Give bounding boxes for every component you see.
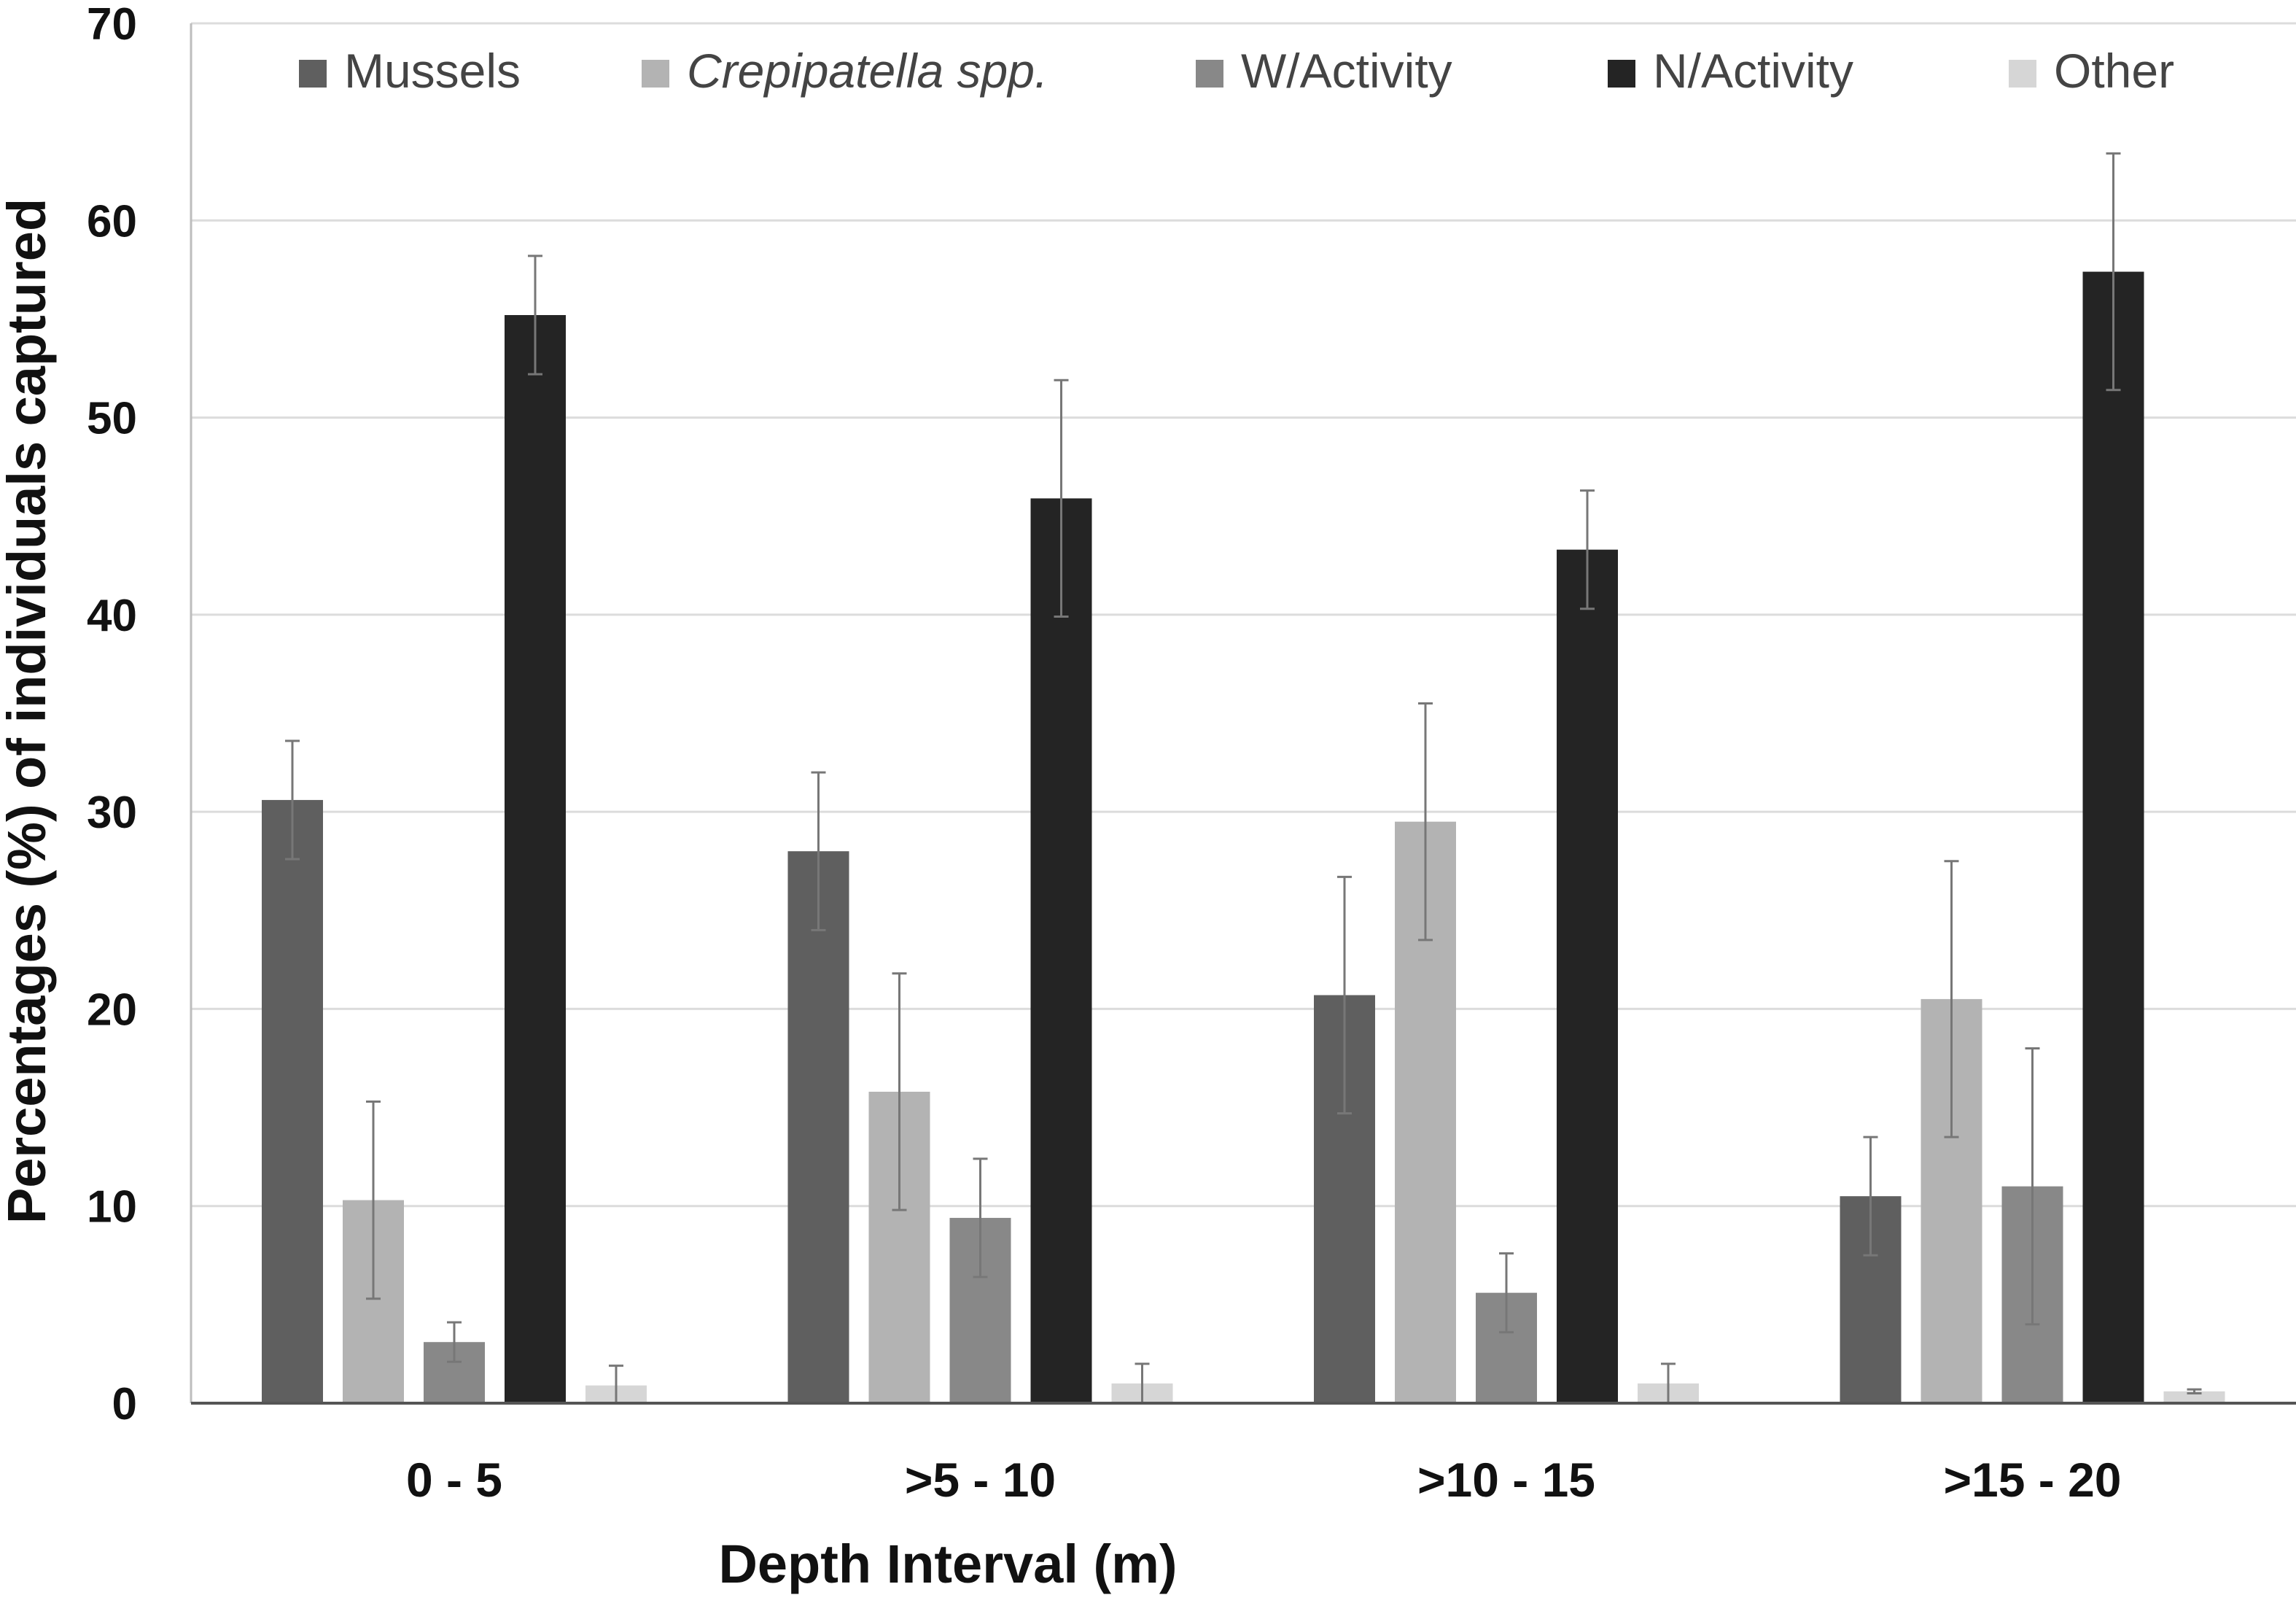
error-bar xyxy=(1580,489,1595,610)
x-tick-label: 0 - 5 xyxy=(406,1453,502,1507)
bar-n-activity-2 xyxy=(1030,498,1092,1403)
error-bar xyxy=(811,771,826,931)
x-axis-title: Depth Interval (m) xyxy=(718,1534,1177,1594)
bar-mussels-2 xyxy=(787,851,849,1403)
x-tick-label: >10 - 15 xyxy=(1417,1453,1595,1507)
y-tick-label: 10 xyxy=(87,1182,137,1233)
error-bar xyxy=(1944,860,1959,1138)
legend-swatch xyxy=(2009,60,2036,88)
error-bar xyxy=(1054,379,1069,618)
legend: Mussels Crepipatella spp. W/Activity N/Acti… xyxy=(299,44,2174,98)
y-tick-label: 30 xyxy=(87,788,137,838)
error-bar xyxy=(2187,1388,2202,1394)
legend-item: W/Activity xyxy=(1196,44,1452,98)
legend-label: Crepipatella spp. xyxy=(687,44,1048,98)
error-bar xyxy=(973,1157,988,1278)
error-bars xyxy=(285,152,2202,1405)
bar-n-activity-4 xyxy=(2082,271,2144,1403)
legend-label: Other xyxy=(2054,44,2174,98)
error-bar xyxy=(285,740,300,861)
y-axis: 0 10 20 30 40 50 60 70 xyxy=(87,0,192,1429)
error-bar xyxy=(366,1100,381,1300)
bar-other-4 xyxy=(2163,1391,2225,1403)
legend-item: Mussels xyxy=(299,44,521,98)
y-tick-label: 20 xyxy=(87,985,137,1035)
y-tick-label: 50 xyxy=(87,394,137,444)
y-tick-label: 0 xyxy=(112,1379,137,1429)
bars xyxy=(262,271,2225,1404)
legend-item: N/Activity xyxy=(1608,44,1853,98)
error-bar xyxy=(1337,875,1352,1115)
legend-swatch xyxy=(299,60,327,88)
legend-swatch xyxy=(1196,60,1223,88)
y-axis-title: Percentages (%) of individuals captured xyxy=(0,198,57,1224)
error-bar xyxy=(1418,702,1433,942)
bar-n-activity-3 xyxy=(1557,549,1618,1403)
x-tick-label: >15 - 20 xyxy=(1943,1453,2121,1507)
error-bar xyxy=(1863,1136,1878,1257)
error-bar xyxy=(528,255,542,376)
error-bar xyxy=(1499,1252,1514,1334)
legend-label: W/Activity xyxy=(1241,44,1452,98)
legend-label: Mussels xyxy=(344,44,521,98)
legend-swatch xyxy=(1608,60,1635,88)
error-bar xyxy=(2106,152,2121,392)
error-bar xyxy=(892,972,907,1211)
legend-item: Other xyxy=(2009,44,2174,98)
y-tick-label: 40 xyxy=(87,591,137,641)
legend-swatch xyxy=(642,60,669,88)
y-tick-label: 60 xyxy=(87,196,137,247)
bar-n-activity-1 xyxy=(505,315,566,1404)
error-bar xyxy=(2025,1047,2040,1326)
x-tick-label: >5 - 10 xyxy=(905,1453,1056,1507)
legend-item: Crepipatella spp. xyxy=(642,44,1048,98)
x-axis: 0 - 5 >5 - 10 >10 - 15 >15 - 20 xyxy=(191,1402,2296,1507)
legend-label: N/Activity xyxy=(1653,44,1853,98)
error-bar xyxy=(447,1321,462,1363)
bar-mussels-1 xyxy=(262,799,323,1403)
y-tick-label: 70 xyxy=(87,0,137,50)
